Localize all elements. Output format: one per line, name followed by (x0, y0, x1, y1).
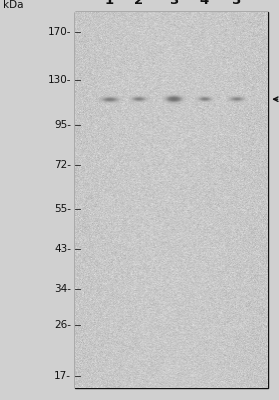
Text: 170-: 170- (48, 27, 71, 37)
Text: 34-: 34- (54, 284, 71, 294)
Text: kDa: kDa (3, 0, 23, 10)
Text: 4: 4 (200, 0, 209, 7)
Text: 2: 2 (134, 0, 143, 7)
Text: 3: 3 (169, 0, 178, 7)
Text: 55-: 55- (54, 204, 71, 214)
Text: 26-: 26- (54, 320, 71, 330)
Text: 130-: 130- (48, 75, 71, 85)
Text: 1: 1 (104, 0, 114, 7)
Text: 17-: 17- (54, 371, 71, 381)
Text: 43-: 43- (54, 244, 71, 254)
Bar (75, 12, 268, 388)
Text: 5: 5 (232, 0, 242, 7)
Text: 72-: 72- (54, 160, 71, 170)
Text: 95-: 95- (54, 120, 71, 130)
